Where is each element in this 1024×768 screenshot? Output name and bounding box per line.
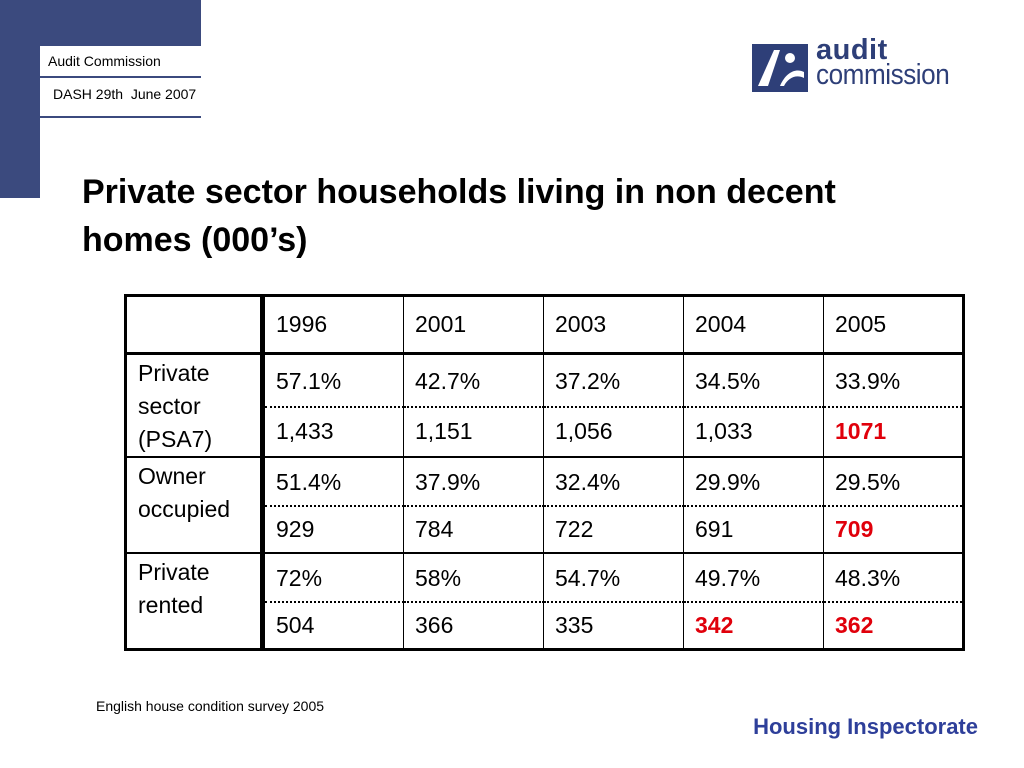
percent-cell: 58% [403,552,544,602]
percent-cell: 72% [262,552,404,602]
count-cell: 504 [262,601,404,650]
year-header: 2004 [683,295,824,355]
percent-cell: 49.7% [683,552,824,602]
count-cell-highlighted: 342 [683,601,824,650]
count-cell: 929 [262,505,404,553]
count-cell: 691 [683,505,824,553]
count-cell-highlighted: 1071 [823,405,964,457]
percent-cell: 32.4% [543,456,684,506]
percent-cell: 54.7% [543,552,684,602]
year-header: 2005 [823,295,964,355]
footer-label: Housing Inspectorate [753,714,978,739]
non-decent-homes-table: 1996 2001 2003 2004 2005 Private sector … [124,294,965,651]
percent-cell: 57.1% [262,353,404,407]
count-cell: 1,433 [262,405,404,457]
logo-text-commission: commission [816,59,950,91]
percent-cell: 33.9% [823,353,964,407]
percent-cell: 29.5% [823,456,964,506]
percent-cell: 42.7% [403,353,544,407]
table-row: Private rented 72% 58% 54.7% 49.7% 48.3% [125,552,964,650]
year-header: 2001 [403,295,544,355]
year-header: 1996 [262,295,404,355]
percent-cell: 34.5% [683,353,824,407]
percent-cell: 51.4% [262,456,404,506]
row-label: Private sector (PSA7) [125,353,265,457]
header-divider-bottom [40,116,201,118]
table-row: 1,433 1,151 1,056 1,033 1071 [126,405,964,457]
count-cell: 784 [403,505,544,553]
slide-title: Private sector households living in non … [82,173,836,259]
count-cell-highlighted: 362 [823,601,964,650]
row-label: Private rented [125,552,265,650]
table-corner-cell [125,295,265,355]
count-cell: 366 [403,601,544,650]
audit-commission-logo: audit commission [750,34,960,96]
left-accent-bar [0,0,40,198]
percent-cell: 48.3% [823,552,964,602]
percent-cell: 37.9% [403,456,544,506]
row-label: Owner occupied [125,456,265,553]
event-label: DASH 29th June 2007 [53,86,197,102]
source-note: English house condition survey 2005 [96,698,325,714]
org-name: Audit Commission [48,53,161,69]
table-row: Owner occupied 51.4% 37.9% 32.4% 29.9% 2… [125,456,964,553]
count-cell-highlighted: 709 [823,505,964,553]
top-accent-bar [40,0,201,46]
count-cell: 1,056 [543,405,684,457]
table-header-row: 1996 2001 2003 2004 2005 [125,295,964,355]
count-cell: 335 [543,601,684,650]
table-row: 929 784 722 691 709 [126,505,964,553]
percent-cell: 37.2% [543,353,684,407]
count-cell: 722 [543,505,684,553]
logo-emblem-icon [752,44,808,92]
logo-text-audit: audit [816,34,888,66]
table-row: Private sector (PSA7) 57.1% 42.7% 37.2% … [125,353,964,457]
percent-cell: 29.9% [683,456,824,506]
header-divider [40,76,201,78]
year-header: 2003 [543,295,684,355]
table-row: 504 366 335 342 362 [126,601,964,650]
count-cell: 1,033 [683,405,824,457]
count-cell: 1,151 [403,405,544,457]
